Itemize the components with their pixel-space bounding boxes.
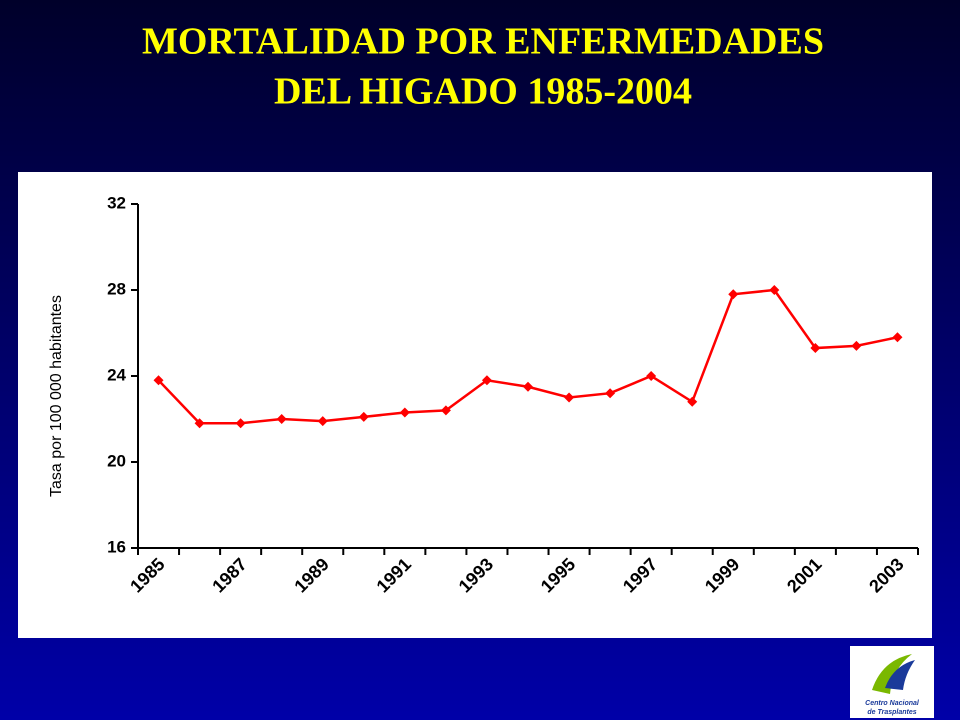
title: MORTALIDAD POR ENFERMEDADES <box>142 21 824 63</box>
data-point <box>687 396 698 407</box>
y-axis-label: Tasa por 100 000 habitantes <box>48 295 65 497</box>
data-point <box>235 418 246 429</box>
logo-icon <box>872 654 912 694</box>
data-point <box>523 381 533 392</box>
data-point <box>851 340 862 351</box>
y-tick-label: 32 <box>107 193 126 212</box>
chart-panel <box>18 172 932 638</box>
y-tick-label: 16 <box>107 537 126 556</box>
data-point <box>892 332 903 343</box>
data-point <box>317 416 328 427</box>
data-point <box>605 388 616 399</box>
data-point <box>481 375 492 386</box>
data-point <box>728 289 739 300</box>
data-point <box>564 392 575 403</box>
logo-text: de Trasplantes <box>867 709 916 716</box>
y-tick-label: 28 <box>107 279 126 298</box>
y-tick-label: 20 <box>107 451 126 470</box>
y-tick-label: 24 <box>107 365 126 384</box>
data-point <box>358 411 369 422</box>
data-point <box>399 407 410 418</box>
logo-icon <box>885 660 915 690</box>
data-point <box>810 343 821 354</box>
data-point <box>769 285 780 295</box>
data-point <box>153 375 164 386</box>
data-point <box>276 414 287 424</box>
data-point <box>440 405 451 416</box>
data-point <box>194 418 205 429</box>
title: DEL HIGADO 1985-2004 <box>274 71 692 113</box>
logo-text: Centro Nacional <box>865 700 920 707</box>
data-point <box>646 371 657 381</box>
